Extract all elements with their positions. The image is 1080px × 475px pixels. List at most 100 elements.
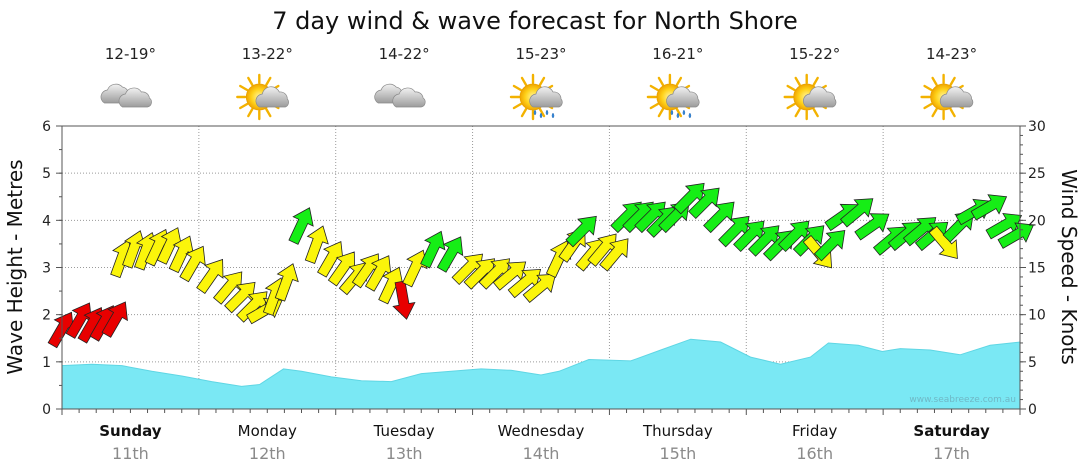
wind-arrow xyxy=(599,238,629,272)
right-tick-label: 5 xyxy=(1028,355,1037,371)
day-temperature: 16-21° xyxy=(652,45,703,63)
day-temperature: 13-22° xyxy=(242,45,293,63)
sun-ray xyxy=(675,76,683,87)
right-tick-label: 30 xyxy=(1028,119,1046,135)
sun-ray xyxy=(520,76,528,87)
cloud-part xyxy=(802,86,837,108)
sun-ray xyxy=(649,102,659,110)
chart-title: 7 day wind & wave forecast for North Sho… xyxy=(272,7,798,35)
day-temperature: 15-22° xyxy=(789,45,840,63)
sun-ray xyxy=(520,107,528,118)
cloud-part xyxy=(939,86,974,108)
day-name: Saturday xyxy=(913,422,990,440)
left-tick-label: 4 xyxy=(42,213,51,229)
cloud-shape xyxy=(939,86,974,108)
sun-ray xyxy=(649,84,659,92)
wind-arrow xyxy=(703,201,735,234)
left-tick-label: 6 xyxy=(42,119,51,135)
left-tick-label: 0 xyxy=(42,402,51,418)
day-name: Friday xyxy=(792,422,838,440)
wind-arrow xyxy=(565,215,597,248)
partly-cloudy-sun-icon xyxy=(783,73,837,121)
right-tick-label: 15 xyxy=(1028,261,1046,277)
day-name: Tuesday xyxy=(373,422,435,440)
left-tick-label: 5 xyxy=(42,166,51,182)
left-tick-label: 1 xyxy=(42,355,51,371)
partly-cloudy-sun-icon xyxy=(236,73,289,121)
wind-arrow xyxy=(436,236,464,273)
sun-ray xyxy=(657,76,665,87)
wind-arrow xyxy=(839,198,874,228)
wind-arrow xyxy=(274,263,299,302)
sun-cloud-rain-icon xyxy=(646,73,700,121)
left-axis-label: Wave Height - Metres xyxy=(3,159,27,374)
wind-arrow xyxy=(997,222,1035,249)
day-name: Wednesday xyxy=(498,422,585,440)
wind-arrow xyxy=(288,207,314,245)
right-axis-label: Wind Speed - Knots xyxy=(1057,169,1080,365)
wind-arrow xyxy=(420,230,446,269)
wind-arrow xyxy=(196,258,224,294)
sun-ray xyxy=(812,107,819,118)
day-temperature: 15-23° xyxy=(515,45,566,63)
cloud-shape xyxy=(255,86,289,108)
cloud-part xyxy=(100,83,152,108)
sun-ray xyxy=(786,102,796,110)
day-date: 16th xyxy=(796,444,833,463)
sun-ray xyxy=(786,84,796,92)
cloud-part xyxy=(255,86,289,108)
wind-arrow xyxy=(522,273,557,304)
cloud-part xyxy=(666,86,700,108)
cloud-shape xyxy=(666,86,700,108)
day-name: Thursday xyxy=(642,422,713,440)
sun-ray xyxy=(931,107,938,118)
right-tick-label: 20 xyxy=(1028,213,1046,229)
left-tick-label: 2 xyxy=(42,308,51,324)
axes: 0 1 2 3 4 5 6 0 5 10 15 20 25 30 xyxy=(42,119,1046,418)
right-tick-label: 25 xyxy=(1028,166,1046,182)
sun-ray xyxy=(923,84,933,92)
raindrop-icon xyxy=(539,112,543,119)
sun-cloud-rain-icon xyxy=(509,73,563,121)
sun-ray xyxy=(949,107,956,118)
day-temperature: 14-23° xyxy=(926,45,977,63)
sun-ray xyxy=(247,76,254,87)
right-tick-label: 10 xyxy=(1028,308,1046,324)
day-temperature: 12-19° xyxy=(105,45,156,63)
sun-ray xyxy=(923,102,933,110)
cloud-shape xyxy=(802,86,837,108)
wind-arrow xyxy=(179,245,206,283)
raindrop-icon xyxy=(545,109,549,116)
wind-arrow xyxy=(392,280,416,320)
partly-cloudy-sun-icon xyxy=(920,73,974,121)
day-date: 13th xyxy=(386,444,423,463)
sun-ray xyxy=(949,76,956,87)
sun-ray xyxy=(657,107,665,118)
sun-ray xyxy=(812,76,819,87)
wind-arrows xyxy=(47,182,1035,349)
cloud-shape xyxy=(118,87,152,108)
sun-ray xyxy=(512,84,523,92)
raindrop-icon xyxy=(670,109,674,116)
right-tick-label: 0 xyxy=(1028,402,1037,418)
day-labels: Sunday 11th Monday 12th Tuesday 13th Wednesday… xyxy=(99,422,990,463)
raindrop-icon xyxy=(676,112,680,119)
day-name: Monday xyxy=(238,422,297,440)
sun-ray xyxy=(247,107,254,118)
day-date: 11th xyxy=(112,444,149,463)
cloud-shape xyxy=(529,86,563,108)
day-date: 12th xyxy=(249,444,286,463)
sun-ray xyxy=(265,76,272,87)
day-name: Sunday xyxy=(99,422,162,440)
cloud-part xyxy=(374,83,426,108)
raindrop-icon xyxy=(688,112,692,119)
wind-arrow xyxy=(402,249,428,288)
watermark: www.seabreeze.com.au xyxy=(909,395,1016,405)
day-date: 15th xyxy=(659,444,696,463)
wind-arrow xyxy=(928,225,958,259)
wind-arrow xyxy=(212,271,243,305)
sun-ray xyxy=(239,102,249,110)
sun-ray xyxy=(512,102,523,110)
wind-arrow xyxy=(688,187,720,220)
